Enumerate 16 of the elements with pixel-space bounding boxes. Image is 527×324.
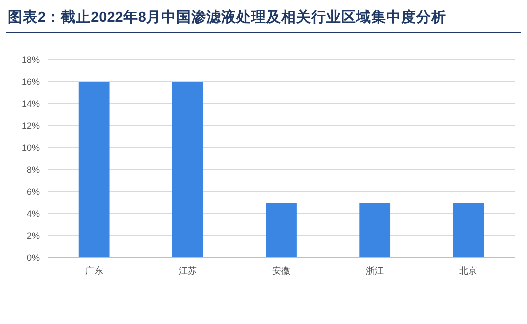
y-tick-label: 2% xyxy=(26,231,40,242)
y-tick-label: 12% xyxy=(22,121,40,132)
y-tick-label: 0% xyxy=(26,253,40,264)
y-tick-label: 6% xyxy=(26,187,40,198)
y-tick-label: 10% xyxy=(22,143,40,154)
x-tick-label: 浙江 xyxy=(366,266,384,276)
y-tick-label: 8% xyxy=(26,165,40,176)
x-tick-label: 江苏 xyxy=(178,266,197,276)
y-tick-label: 14% xyxy=(22,99,40,110)
x-tick-label: 北京 xyxy=(460,266,478,276)
y-tick-label: 18% xyxy=(22,55,40,66)
y-tick-label: 4% xyxy=(26,209,40,220)
x-tick-label: 安徽 xyxy=(272,266,290,276)
x-tick-label: 广东 xyxy=(85,266,104,276)
y-tick-label: 16% xyxy=(22,77,40,88)
chart-title: 图表2：截止2022年8月中国渗滤液处理及相关行业区域集中度分析 xyxy=(8,8,446,26)
